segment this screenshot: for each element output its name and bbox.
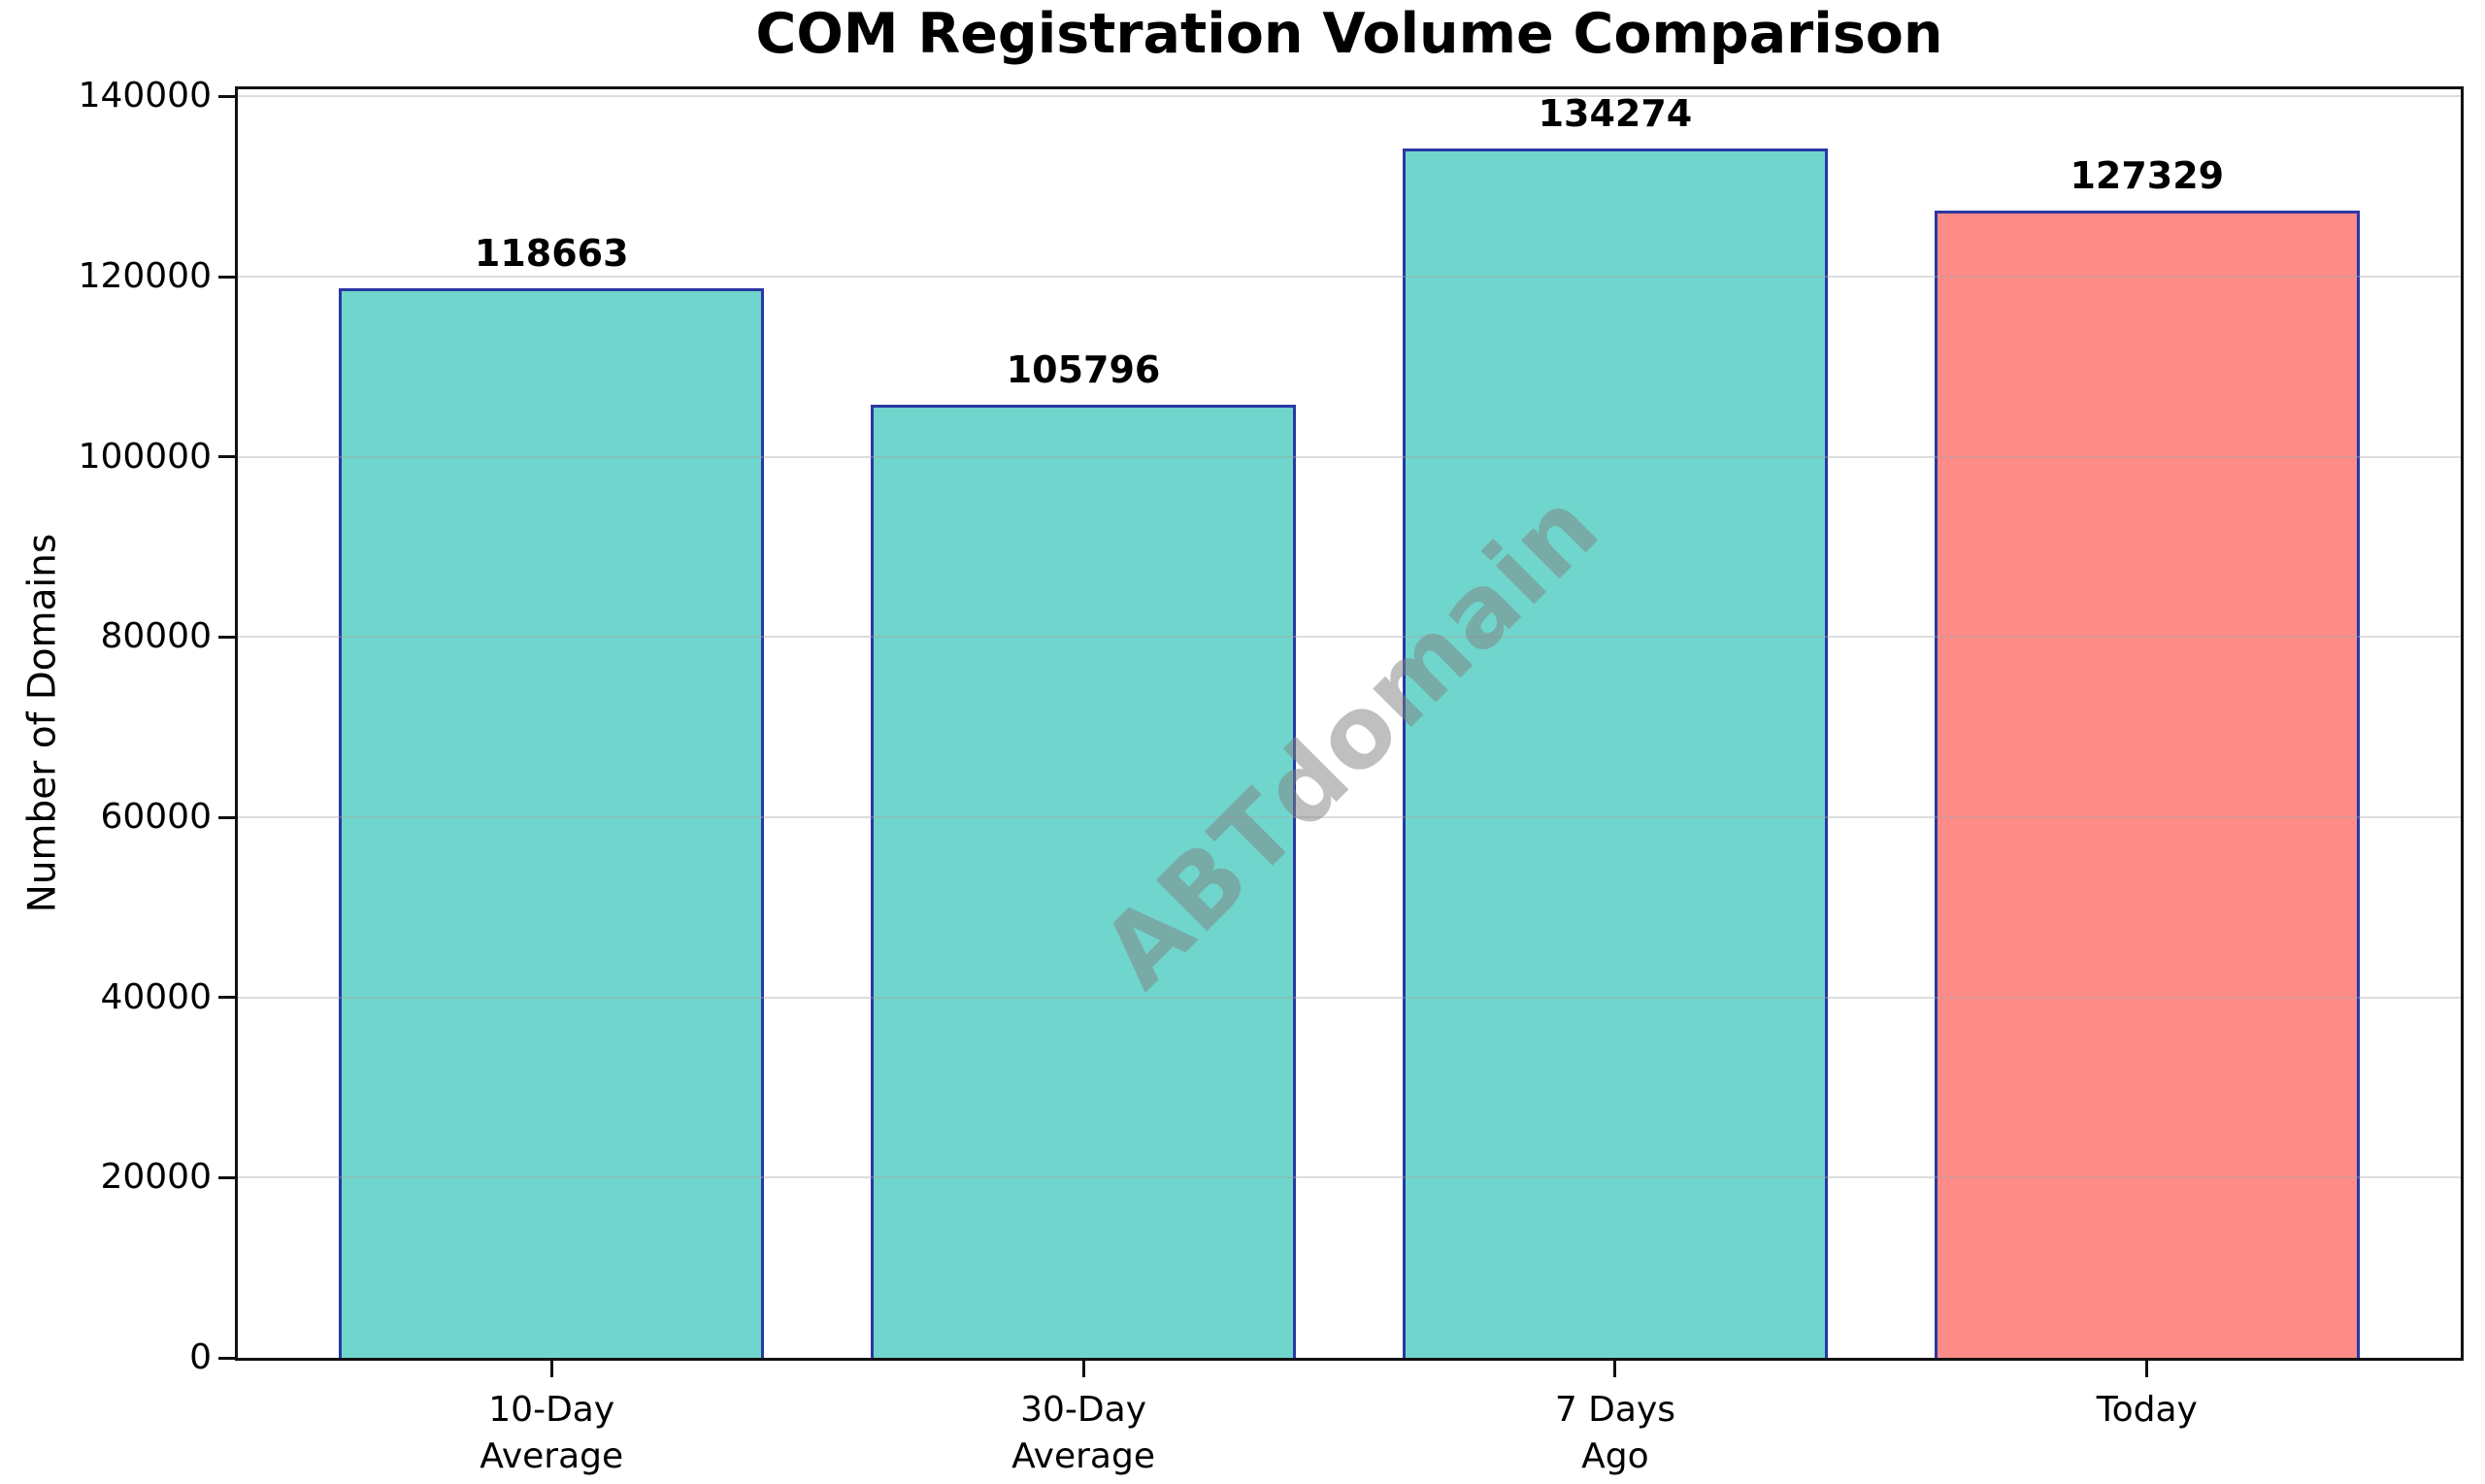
- x-tick-label-today: Today: [2096, 1390, 2198, 1430]
- y-tick-40000: [218, 996, 235, 1000]
- x-tick-label-10-day-average: 10-Day Average: [480, 1390, 624, 1476]
- y-tick-label-120000: 120000: [78, 256, 212, 297]
- value-label-30-day-average: 105796: [1006, 347, 1161, 391]
- y-tick-120000: [218, 275, 235, 279]
- value-label-today: 127329: [2070, 154, 2225, 198]
- y-tick-20000: [218, 1175, 235, 1179]
- x-tick-10-day-average: [549, 1361, 553, 1377]
- y-tick-60000: [218, 815, 235, 819]
- y-tick-label-140000: 140000: [78, 76, 212, 116]
- bar-7-days-ago: [1402, 148, 1829, 1358]
- x-tick-today: [2145, 1361, 2149, 1377]
- y-tick-label-80000: 80000: [100, 616, 212, 657]
- bar-30-day-average: [870, 404, 1297, 1358]
- y-tick-80000: [218, 635, 235, 639]
- x-tick-label-7-days-ago: 7 Days Ago: [1554, 1390, 1676, 1476]
- x-tick-7-days-ago: [1613, 1361, 1617, 1377]
- y-tick-140000: [218, 94, 235, 98]
- y-tick-label-0: 0: [189, 1337, 212, 1377]
- bar-today: [1934, 211, 2360, 1358]
- y-tick-100000: [218, 455, 235, 459]
- value-label-7-days-ago: 134274: [1538, 91, 1693, 135]
- y-tick-label-20000: 20000: [100, 1157, 212, 1198]
- value-label-10-day-average: 118663: [474, 232, 629, 276]
- x-tick-30-day-average: [1081, 1361, 1085, 1377]
- y-tick-label-40000: 40000: [100, 976, 212, 1017]
- y-axis-label: Number of Domains: [20, 533, 65, 913]
- chart-title: COM Registration Volume Comparison: [755, 2, 1943, 66]
- y-tick-label-60000: 60000: [100, 797, 212, 838]
- y-tick-label-100000: 100000: [78, 436, 212, 477]
- x-tick-label-30-day-average: 30-Day Average: [1011, 1390, 1155, 1476]
- y-tick-0: [218, 1356, 235, 1360]
- bar-10-day-average: [339, 288, 765, 1358]
